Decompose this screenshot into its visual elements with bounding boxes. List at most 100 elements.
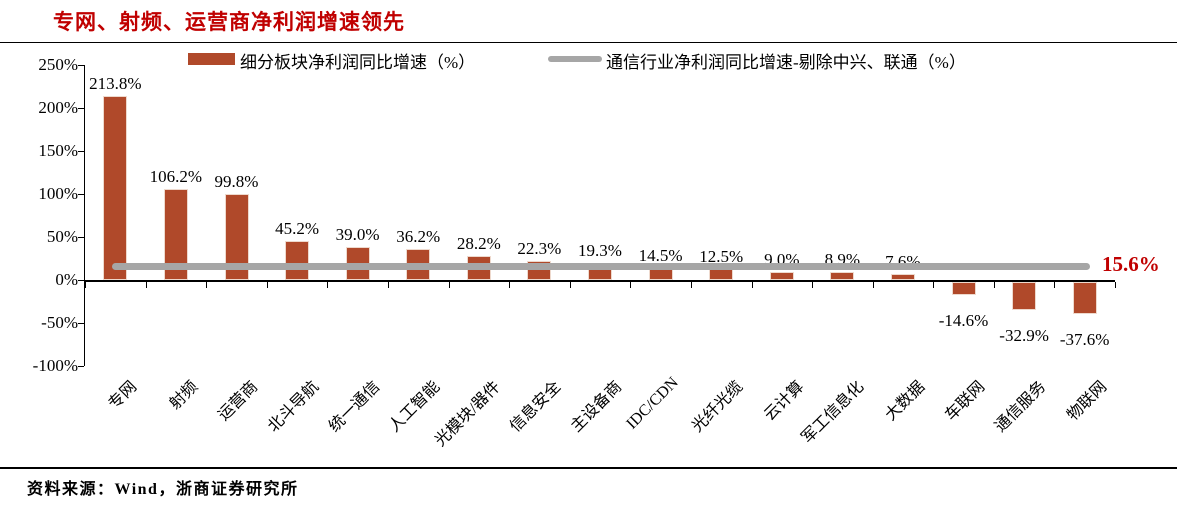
category-label-text: 物联网: [1063, 378, 1110, 425]
x-axis-tick: [690, 282, 692, 288]
category-label: 光纤光缆: [510, 374, 746, 435]
x-axis-tick: [387, 282, 389, 288]
category-label-text: 人工智能: [386, 378, 444, 436]
category-label: 射频: [0, 374, 202, 413]
bar: [1012, 282, 1037, 311]
page-title: 专网、射频、运营商净利润增速领先: [53, 11, 405, 34]
legend-line-swatch: [548, 56, 602, 62]
y-axis-tick-label: 100%: [38, 184, 78, 203]
bar: [890, 273, 915, 280]
category-label: 通信服务: [813, 374, 1049, 435]
bar-value-label: 213.8%: [89, 74, 142, 94]
x-axis-tick: [509, 282, 511, 288]
category-label: 运营商: [26, 374, 262, 424]
category-label: IDC/CDN: [450, 374, 682, 433]
y-axis-tick: [78, 65, 84, 66]
x-axis-tick: [448, 282, 450, 288]
x-axis-line: [85, 280, 1115, 282]
category-label-text: IDC/CDN: [623, 374, 682, 433]
category-label-text: 主设备商: [567, 378, 626, 436]
industry-line: [112, 263, 1090, 271]
category-label-text: 光模块/器件: [432, 378, 505, 450]
category-label: 统一通信: [147, 374, 383, 435]
bar-value-label: 14.5%: [638, 245, 683, 265]
y-axis-tick: [78, 366, 84, 367]
category-label-text: 通信服务: [992, 378, 1050, 436]
y-axis-tick-label: -100%: [32, 356, 78, 375]
category-label: 信息安全: [328, 374, 564, 435]
legend-line-label: 通信行业净利润同比增速-剔除中兴、联通（%）: [606, 53, 966, 72]
bar-value-label: 106.2%: [149, 166, 203, 186]
y-axis-tick-label: 150%: [38, 141, 78, 160]
x-axis-tick: [812, 282, 814, 288]
category-label-text: 统一通信: [325, 378, 383, 436]
bar-value-label: 22.3%: [517, 238, 562, 258]
x-axis-tick: [1115, 282, 1116, 288]
bar-value-label: -14.6%: [938, 310, 989, 330]
category-label-text: 运营商: [215, 378, 262, 425]
bar: [951, 282, 976, 295]
bar-value-label: 99.8%: [214, 172, 259, 192]
x-axis-tick: [751, 282, 753, 288]
x-axis-tick: [1054, 282, 1056, 288]
category-label-text: 车联网: [942, 378, 989, 425]
category-label: 云计算: [571, 374, 807, 424]
bar-value-label: 39.0%: [335, 224, 380, 244]
category-label: 光模块/器件: [268, 374, 504, 450]
y-axis-tick: [78, 323, 84, 324]
bar-value-label: 19.3%: [578, 241, 622, 261]
top-divider: [0, 42, 1177, 43]
category-label-text: 信息安全: [507, 378, 565, 436]
bar-value-label: 28.2%: [456, 233, 501, 253]
source-note: 资料来源：Wind，浙商证券研究所: [27, 481, 299, 498]
legend-bar-label: 细分板块净利润同比增速（%）: [240, 53, 476, 72]
x-axis-tick: [206, 282, 208, 288]
x-axis-tick: [266, 282, 268, 288]
bar-value-label: 36.2%: [396, 226, 441, 246]
y-axis-tick-label: 200%: [38, 98, 78, 117]
bottom-divider: [0, 467, 1177, 469]
legend-bar-swatch: [188, 53, 235, 65]
category-label-text: 专网: [105, 378, 141, 413]
y-axis-tick-label: 0%: [55, 270, 78, 289]
y-axis-tick-label: 250%: [38, 55, 78, 74]
bar-value-label: 45.2%: [275, 219, 320, 239]
x-axis-tick: [872, 282, 874, 288]
x-axis-tick: [569, 282, 571, 288]
category-label-text: 大数据: [882, 378, 929, 425]
y-axis-tick: [78, 237, 84, 238]
category-label: 物联网: [874, 374, 1110, 424]
category-label-text: 射频: [166, 378, 202, 413]
category-label: 专网: [0, 374, 141, 413]
bar: [103, 96, 128, 280]
y-axis-line: [84, 65, 85, 366]
bar: [1072, 282, 1097, 315]
y-axis-tick-label: 50%: [46, 227, 78, 246]
category-label: 主设备商: [389, 374, 625, 435]
bar-value-label: 12.5%: [699, 247, 744, 267]
category-label: 人工智能: [207, 374, 443, 435]
category-label-text: 光纤光缆: [689, 378, 747, 436]
x-axis-tick: [630, 282, 632, 288]
bar: [709, 269, 734, 281]
industry-line-value-label: 15.6%: [1102, 252, 1160, 276]
category-label-text: 军工信息化: [799, 378, 868, 447]
x-axis-tick: [85, 282, 86, 288]
y-axis-tick: [78, 194, 84, 195]
y-axis-tick-label: -50%: [41, 313, 78, 332]
y-axis-tick: [78, 280, 84, 281]
bar: [769, 272, 794, 280]
x-axis-tick: [145, 282, 147, 288]
x-axis-tick: [933, 282, 935, 288]
category-label: 大数据: [692, 374, 928, 424]
x-axis-tick: [993, 282, 995, 288]
category-label-text: 云计算: [761, 378, 808, 425]
bar: [830, 272, 855, 280]
x-axis-tick: [327, 282, 329, 288]
category-label: 北斗导航: [86, 374, 322, 435]
bar: [285, 241, 310, 280]
bar-value-label: -37.6%: [1059, 330, 1110, 350]
category-label: 军工信息化: [631, 374, 868, 447]
